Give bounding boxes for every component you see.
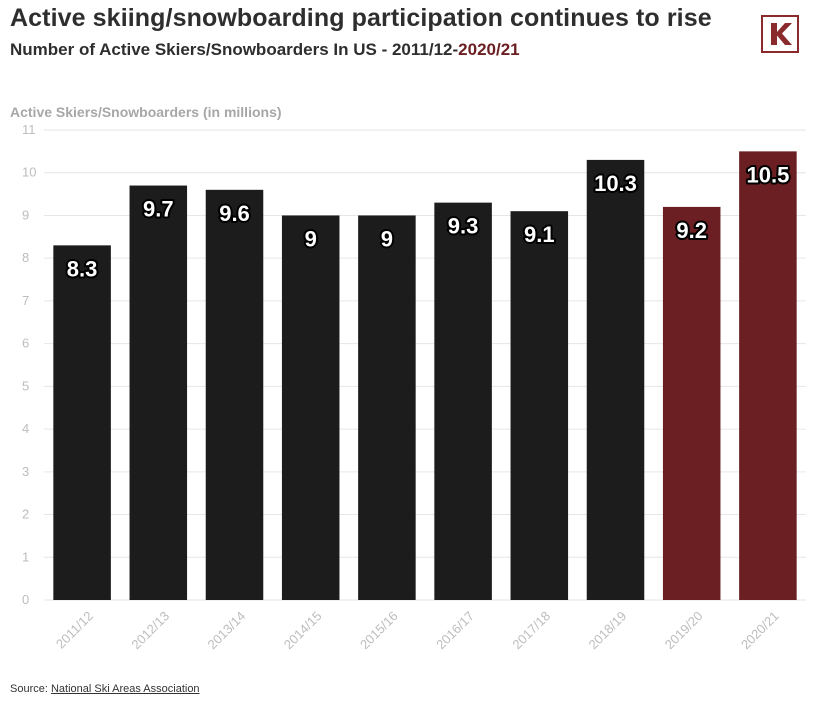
k-logo-icon: [761, 15, 799, 53]
data-label: 9.3: [448, 214, 479, 239]
subtitle-prefix: Number of Active Skiers/Snowboarders In …: [10, 40, 392, 59]
subtitle-dash: -: [452, 40, 459, 59]
bar: [510, 211, 569, 600]
y-tick-label: 10: [22, 165, 36, 180]
x-tick-label: 2019/20: [662, 608, 706, 652]
bar: [662, 206, 721, 600]
y-tick-label: 4: [22, 421, 29, 436]
bar: [281, 215, 340, 601]
bar: [129, 185, 188, 600]
y-tick-label: 3: [22, 464, 29, 479]
data-label: 8.3: [67, 256, 98, 281]
data-label: 9: [381, 226, 393, 251]
x-tick-label: 2017/18: [509, 608, 553, 652]
chart-subtitle: Number of Active Skiers/Snowboarders In …: [10, 40, 520, 60]
x-tick-label: 2012/13: [128, 608, 172, 652]
y-tick-label: 8: [22, 250, 29, 265]
x-tick-label: 2014/15: [281, 608, 325, 652]
bar: [53, 245, 111, 600]
data-label: 9: [305, 226, 317, 251]
x-tick-label: 2020/21: [738, 608, 782, 652]
y-tick-label: 1: [22, 549, 29, 564]
bar: [205, 189, 264, 600]
bar-chart: 0 1 2 3 4 5 6 7 8 9 10 11 8.3 2011/12 9.7 2012/13 9.6 201…: [22, 122, 806, 652]
data-label: 9.7: [143, 197, 174, 222]
data-label: 9.6: [219, 201, 250, 226]
y-tick-label: 9: [22, 207, 29, 222]
y-tick-label: 2: [22, 507, 29, 522]
data-label: 10.5: [746, 162, 789, 187]
x-tick-label: 2016/17: [433, 608, 477, 652]
y-tick-label: 6: [22, 336, 29, 351]
y-tick-label: 0: [22, 592, 29, 607]
y-tick-label: 5: [22, 378, 29, 393]
source-note: Source: National Ski Areas Association: [10, 683, 200, 695]
chart-title: Active skiing/snowboarding participation…: [10, 4, 712, 32]
y-tick-label: 7: [22, 293, 29, 308]
bar: [358, 215, 416, 601]
bar: [739, 151, 797, 600]
subtitle-end-season: 2020/21: [458, 40, 520, 59]
x-tick-label: 2011/12: [53, 608, 96, 651]
subtitle-start-season: 2011/12: [391, 40, 453, 59]
source-link[interactable]: National Ski Areas Association: [50, 683, 200, 695]
bar: [434, 202, 492, 601]
bar: [586, 159, 645, 600]
source-label: Source:: [10, 683, 51, 695]
y-axis-title: Active Skiers/Snowboarders (in millions): [10, 104, 282, 120]
x-tick-label: 2013/14: [205, 608, 249, 652]
data-label: 9.1: [524, 222, 555, 247]
x-tick-label: 2015/16: [357, 608, 401, 652]
data-label: 9.2: [676, 218, 707, 243]
y-tick-label: 11: [22, 122, 36, 137]
data-label: 10.3: [594, 171, 637, 196]
x-tick-label: 2018/19: [586, 608, 630, 652]
k-letter-icon: [771, 23, 792, 45]
